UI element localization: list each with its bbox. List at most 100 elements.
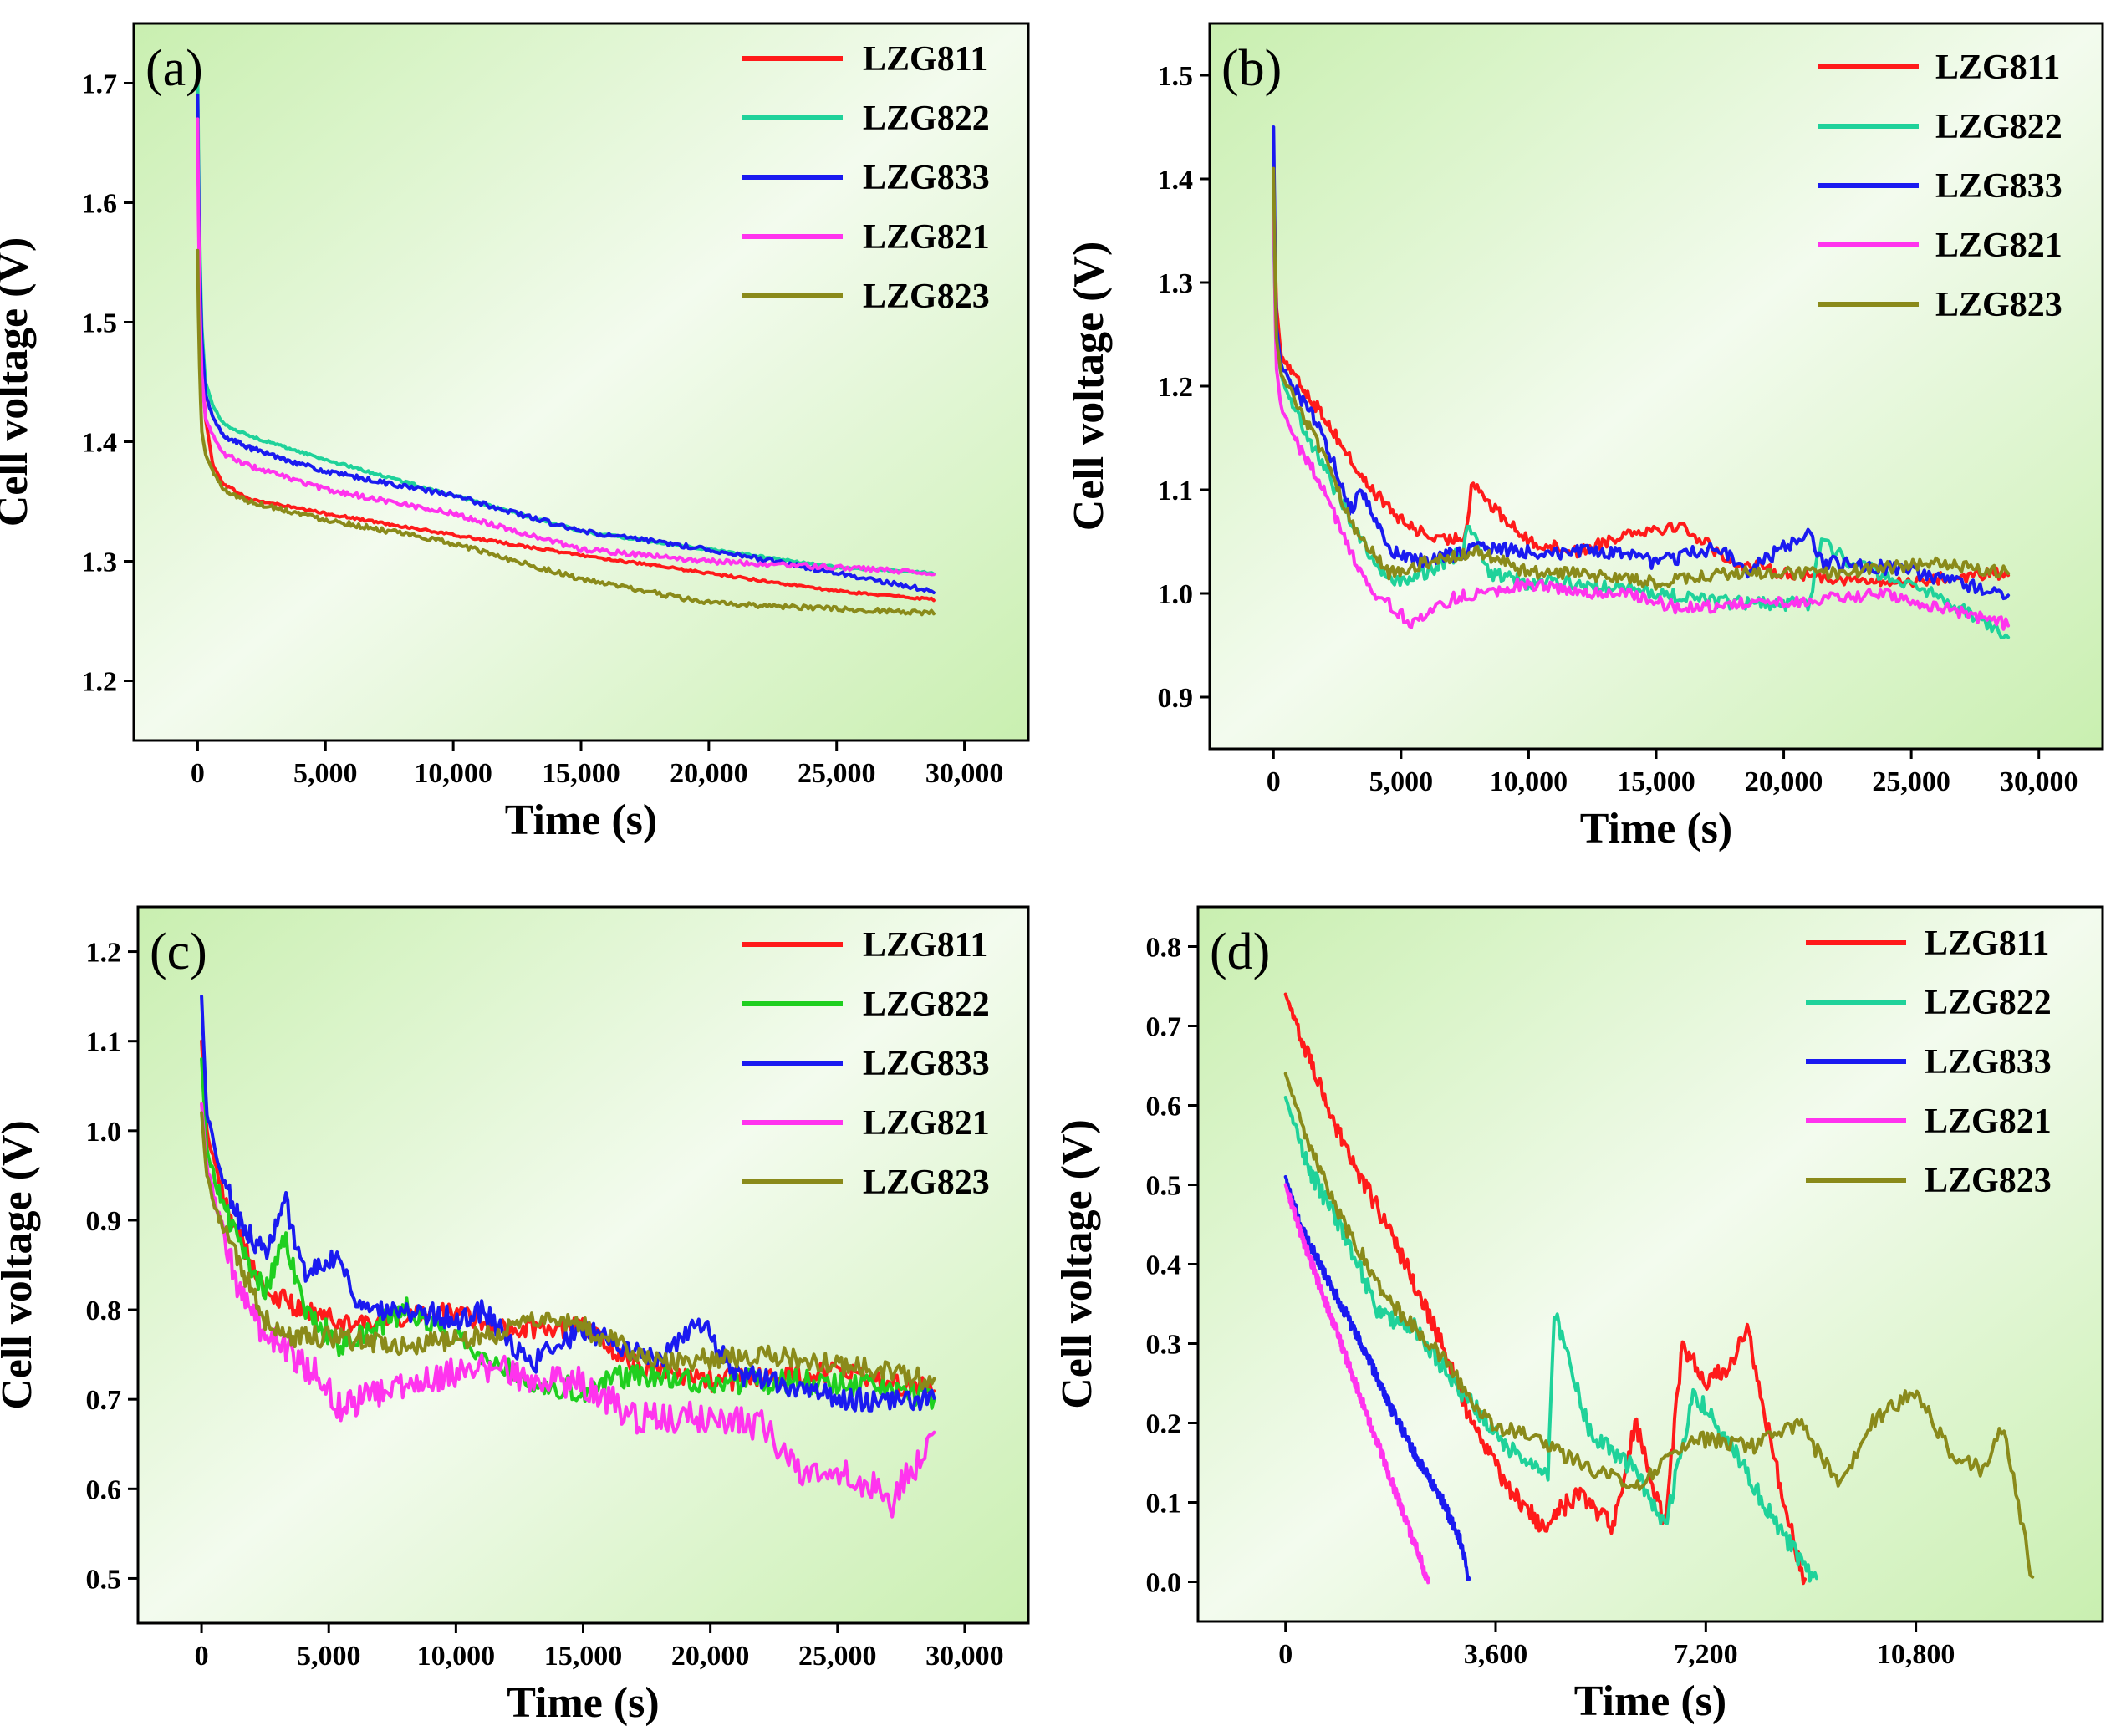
x-tick-label: 30,000 <box>2000 766 2078 797</box>
y-tick-label: 1.5 <box>82 308 118 339</box>
x-tick-label: 0 <box>195 1641 209 1672</box>
legend-label-lzg823: LZG823 <box>1935 286 2062 324</box>
x-tick-label: 20,000 <box>1745 766 1823 797</box>
y-tick-label: 1.3 <box>82 547 118 578</box>
x-tick-label: 25,000 <box>798 1641 877 1672</box>
x-tick-label: 15,000 <box>542 758 620 789</box>
legend-label-lzg833: LZG833 <box>1925 1043 2052 1082</box>
x-tick-label: 0 <box>1278 1639 1293 1670</box>
x-tick-label: 10,000 <box>414 758 492 789</box>
y-tick-label: 1.3 <box>1158 268 1194 299</box>
x-tick-label: 15,000 <box>544 1641 623 1672</box>
x-tick-label: 20,000 <box>671 1641 750 1672</box>
y-tick-label: 0.7 <box>86 1385 122 1416</box>
x-tick-label: 0 <box>1267 766 1281 797</box>
x-axis-title: Time (s) <box>505 797 657 844</box>
series-line-lzg823 <box>1272 166 2011 591</box>
series-line-lzg821 <box>200 1102 936 1519</box>
plot-background <box>1210 23 2103 749</box>
legend: LZG811 LZG822 LZG833 LZG821 LZG823 <box>1818 48 2062 324</box>
legend-label-lzg823: LZG823 <box>863 277 990 316</box>
series-line-lzg823 <box>196 248 936 617</box>
series-line-lzg811 <box>1283 992 1807 1586</box>
legend-label-lzg821: LZG821 <box>1935 227 2062 265</box>
y-tick-label: 1.1 <box>1158 476 1194 507</box>
legend-label-lzg821: LZG821 <box>863 1104 990 1143</box>
y-tick-label: 0.9 <box>1158 683 1194 714</box>
y-tick-label: 1.2 <box>82 667 118 698</box>
x-tick-label: 15,000 <box>1617 766 1695 797</box>
y-tick-label: 0.6 <box>1146 1092 1182 1123</box>
series-line-lzg821 <box>1283 1183 1430 1585</box>
y-tick-label: 0.9 <box>86 1206 122 1237</box>
y-tick-label: 1.1 <box>86 1027 122 1058</box>
x-tick-label: 5,000 <box>297 1641 361 1672</box>
y-tick-label: 0.0 <box>1146 1568 1182 1599</box>
legend-label-lzg811: LZG811 <box>1935 48 2060 87</box>
legend-label-lzg811: LZG811 <box>1925 924 2049 963</box>
panel-c: 0 5,000 10,000 15,000 20,000 25,000 30,000 0.5 0… <box>0 905 1030 1727</box>
y-axis-title: Cell voltage (V) <box>0 1120 41 1410</box>
x-tick-label: 10,000 <box>417 1641 496 1672</box>
legend-label-lzg822: LZG822 <box>863 985 990 1024</box>
series-line-lzg821 <box>1272 197 2011 631</box>
x-tick-label: 25,000 <box>798 758 876 789</box>
plot-background <box>138 907 1028 1623</box>
y-tick-label: 0.7 <box>1146 1012 1182 1043</box>
x-tick-label: 10,800 <box>1877 1639 1955 1670</box>
legend-label-lzg822: LZG822 <box>1925 984 2052 1022</box>
x-axis-title: Time (s) <box>507 1679 659 1727</box>
x-axis-title: Time (s) <box>1574 1677 1726 1725</box>
y-tick-label: 1.4 <box>1158 165 1194 196</box>
panel-label: (d) <box>1210 924 1270 980</box>
legend-label-lzg822: LZG822 <box>863 99 990 138</box>
y-tick-label: 1.0 <box>1158 579 1194 610</box>
y-tick-label: 0.2 <box>1146 1409 1182 1440</box>
legend-label-lzg823: LZG823 <box>1925 1162 2052 1200</box>
x-axis-title: Time (s) <box>1580 805 1732 853</box>
legend-label-lzg833: LZG833 <box>863 159 990 197</box>
series-line-lzg823 <box>200 1111 936 1391</box>
y-axis-title: Cell voltage (V) <box>0 237 37 527</box>
legend-label-lzg821: LZG821 <box>863 218 990 257</box>
series-line-lzg811 <box>196 93 936 603</box>
y-tick-label: 1.4 <box>82 428 118 459</box>
legend-label-lzg833: LZG833 <box>863 1045 990 1083</box>
y-tick-label: 1.6 <box>82 189 118 220</box>
plot-background <box>134 23 1028 741</box>
legend: LZG811 LZG822 LZG833 LZG821 LZG823 <box>742 926 990 1202</box>
y-tick-label: 0.4 <box>1146 1250 1182 1281</box>
x-tick-label: 0 <box>191 758 205 789</box>
y-tick-label: 0.5 <box>86 1564 122 1595</box>
series-line-lzg833 <box>1272 125 2011 601</box>
x-tick-label: 5,000 <box>1369 766 1434 797</box>
series-line-lzg822 <box>1283 1096 1818 1583</box>
panel-label: (a) <box>145 40 203 97</box>
series-line-lzg833 <box>200 995 936 1413</box>
series-line-lzg811 <box>1272 156 2011 588</box>
series-line-lzg821 <box>196 117 936 577</box>
panel-b: 0 5,000 10,000 15,000 20,000 25,000 30,000 0.9 1… <box>1065 22 2104 853</box>
x-tick-label: 7,200 <box>1674 1639 1738 1670</box>
panel-d: 0 3,600 7,200 10,800 0.0 0.1 0.2 0.3 0.4 0.5 0.6 0.… <box>1053 905 2104 1725</box>
x-tick-label: 30,000 <box>925 758 1004 789</box>
legend-label-lzg823: LZG823 <box>863 1163 990 1202</box>
panel-label: (c) <box>150 924 207 980</box>
legend-label-lzg811: LZG811 <box>863 40 987 79</box>
y-tick-label: 1.2 <box>86 938 122 969</box>
x-tick-label: 30,000 <box>925 1641 1004 1672</box>
y-tick-label: 1.7 <box>82 69 118 100</box>
legend: LZG811 LZG822 LZG833 LZG821 LZG823 <box>1806 924 2052 1200</box>
x-tick-label: 20,000 <box>670 758 748 789</box>
y-axis-title: Cell voltage (V) <box>1053 1119 1101 1409</box>
panel-a: 0 5,000 10,000 15,000 20,000 25,000 30,000 1.2 1… <box>0 22 1030 844</box>
legend-label-lzg822: LZG822 <box>1935 108 2062 146</box>
x-tick-label: 3,600 <box>1464 1639 1528 1670</box>
y-tick-label: 1.2 <box>1158 372 1194 403</box>
x-tick-label: 25,000 <box>1872 766 1950 797</box>
legend-label-lzg821: LZG821 <box>1925 1102 2052 1141</box>
y-tick-label: 0.6 <box>86 1474 122 1505</box>
y-tick-label: 1.0 <box>86 1117 122 1148</box>
y-tick-label: 0.1 <box>1146 1489 1182 1520</box>
